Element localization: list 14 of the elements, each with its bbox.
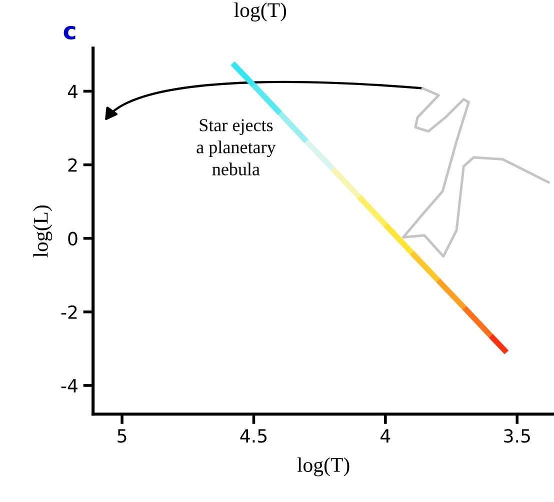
- x-tick-label: 5: [118, 429, 126, 443]
- x-tick-label: 3.5: [504, 429, 530, 443]
- x-axis-title: log(T): [297, 457, 350, 476]
- text: log(T): [234, 2, 286, 22]
- y-tick-label: -2: [61, 305, 77, 319]
- x-tick-label: 4.5: [240, 429, 267, 443]
- y-tick-label: 4: [68, 84, 78, 98]
- annotation: Star ejects a planetary nebula: [196, 119, 276, 176]
- y-axis-title: log(L): [33, 205, 52, 258]
- y-tick-label: 2: [68, 158, 77, 172]
- x-tick-label: 4: [380, 429, 390, 442]
- y-tick-label: 0: [68, 232, 78, 246]
- text: c: [64, 26, 76, 40]
- y-tick-label: -4: [61, 379, 78, 392]
